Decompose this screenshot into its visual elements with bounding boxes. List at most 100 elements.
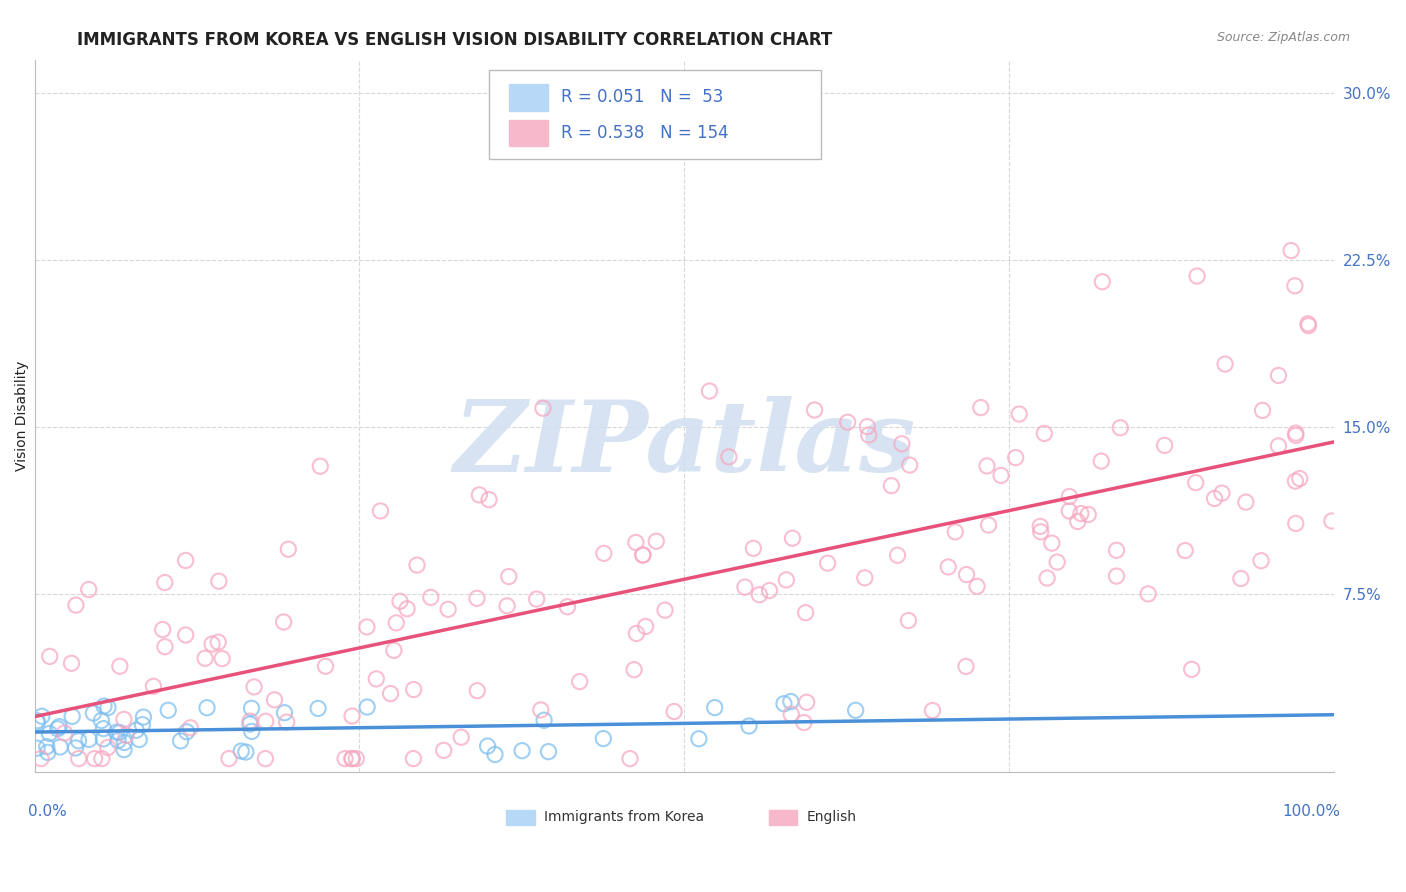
Point <box>179 721 201 735</box>
Point <box>1285 426 1308 441</box>
Point <box>433 743 456 757</box>
Point <box>970 401 993 415</box>
Point <box>1004 450 1026 465</box>
Point <box>93 722 115 736</box>
Point <box>817 556 839 570</box>
Point <box>65 598 87 612</box>
Point <box>634 619 657 633</box>
Point <box>1285 516 1308 531</box>
Point <box>465 591 488 606</box>
Point <box>243 680 266 694</box>
Point <box>174 553 197 567</box>
Point <box>1298 318 1320 333</box>
Point <box>592 546 614 560</box>
Point <box>1174 543 1197 558</box>
Point <box>526 592 548 607</box>
Text: R = 0.051   N =  53: R = 0.051 N = 53 <box>561 87 723 106</box>
Point <box>366 672 388 686</box>
Point <box>780 707 803 722</box>
Point <box>897 614 920 628</box>
Point <box>201 637 224 651</box>
Point <box>340 751 363 765</box>
Point <box>496 599 519 613</box>
Point <box>240 724 263 739</box>
Point <box>699 384 721 398</box>
Point <box>48 720 70 734</box>
Point <box>531 401 554 416</box>
Point <box>1288 472 1310 486</box>
Point <box>1067 515 1090 529</box>
Text: IMMIGRANTS FROM KOREA VS ENGLISH VISION DISABILITY CORRELATION CHART: IMMIGRANTS FROM KOREA VS ENGLISH VISION … <box>77 31 832 49</box>
Point <box>90 714 112 728</box>
Point <box>1059 490 1081 504</box>
Point <box>478 492 501 507</box>
Point <box>38 726 60 740</box>
Point <box>35 739 58 754</box>
Point <box>510 744 533 758</box>
Point <box>1070 507 1092 521</box>
Point <box>388 594 411 608</box>
Point <box>703 700 725 714</box>
Point <box>402 682 425 697</box>
Point <box>125 723 148 738</box>
Point <box>419 591 441 605</box>
Point <box>890 436 912 450</box>
Point <box>356 700 378 714</box>
Point <box>886 549 908 563</box>
Point <box>402 751 425 765</box>
Point <box>307 701 329 715</box>
Point <box>530 703 553 717</box>
Point <box>115 728 138 742</box>
Point <box>108 659 131 673</box>
Point <box>645 534 668 549</box>
Point <box>239 714 262 728</box>
Point <box>1213 357 1236 371</box>
Point <box>30 751 52 765</box>
Point <box>1105 569 1128 583</box>
Point <box>60 709 83 723</box>
Point <box>568 674 591 689</box>
Point <box>208 574 231 589</box>
Point <box>380 687 402 701</box>
Point <box>207 635 229 649</box>
Bar <box>506 810 534 825</box>
Point <box>344 751 367 765</box>
Point <box>112 713 135 727</box>
Point <box>152 623 174 637</box>
Point <box>53 726 76 740</box>
Bar <box>509 85 548 111</box>
Point <box>1185 268 1208 283</box>
Point <box>174 628 197 642</box>
Point <box>990 468 1012 483</box>
Point <box>1153 438 1175 452</box>
Point <box>396 601 419 615</box>
Point <box>1077 508 1099 522</box>
Point <box>25 741 48 756</box>
Point <box>856 419 879 434</box>
Point <box>176 724 198 739</box>
Point <box>1204 491 1226 506</box>
Point <box>273 615 295 629</box>
Point <box>1046 555 1069 569</box>
Point <box>977 518 1000 533</box>
Point <box>465 683 488 698</box>
Point <box>65 740 87 755</box>
Point <box>688 731 710 746</box>
Point <box>211 651 233 665</box>
Point <box>1033 426 1056 441</box>
Point <box>231 744 253 758</box>
Point <box>108 725 131 739</box>
Point <box>1320 514 1343 528</box>
Point <box>276 715 298 730</box>
Point <box>742 541 765 556</box>
Point <box>943 524 966 539</box>
Point <box>631 548 654 562</box>
Point <box>796 695 818 709</box>
Point <box>1267 368 1289 383</box>
Point <box>194 651 217 665</box>
Point <box>128 732 150 747</box>
Point <box>382 643 405 657</box>
Y-axis label: Vision Disability: Vision Disability <box>15 360 30 471</box>
Point <box>37 745 59 759</box>
Point <box>25 715 48 730</box>
